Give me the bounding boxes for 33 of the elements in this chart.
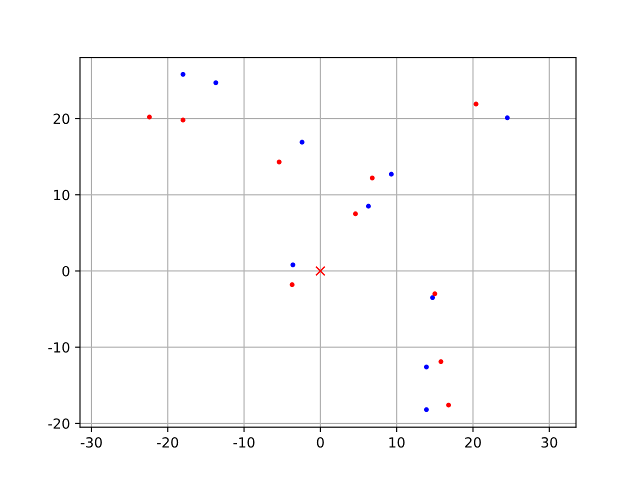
point	[388, 172, 394, 177]
point	[180, 72, 186, 77]
point	[424, 364, 429, 370]
point	[446, 402, 451, 408]
x-tick-label: -20	[157, 437, 178, 448]
point	[213, 80, 218, 86]
x-tick-label: 30	[542, 437, 558, 448]
point	[370, 176, 375, 180]
x-tick-label: 20	[465, 437, 481, 448]
point	[147, 114, 152, 120]
point	[424, 407, 429, 412]
y-tick-label: 0	[62, 266, 70, 276]
x-tick-label: -30	[80, 437, 102, 448]
point	[353, 211, 358, 216]
x-tick-label: -10	[233, 437, 254, 448]
x-tick-label: 0	[316, 437, 324, 448]
point	[366, 204, 371, 209]
point	[276, 160, 282, 164]
point	[290, 282, 295, 288]
point	[504, 115, 510, 120]
point	[315, 266, 326, 276]
y-tick-label: 20	[54, 114, 70, 124]
y-tick-label: -10	[48, 342, 70, 353]
point	[430, 295, 435, 300]
point	[432, 291, 438, 296]
x-tick-label: 10	[389, 437, 405, 448]
y-tick-label: 10	[54, 190, 70, 200]
point	[290, 262, 296, 268]
point	[180, 118, 186, 122]
point	[300, 140, 304, 145]
point	[474, 102, 478, 106]
point	[438, 359, 444, 364]
y-tick-label: -20	[48, 418, 70, 429]
